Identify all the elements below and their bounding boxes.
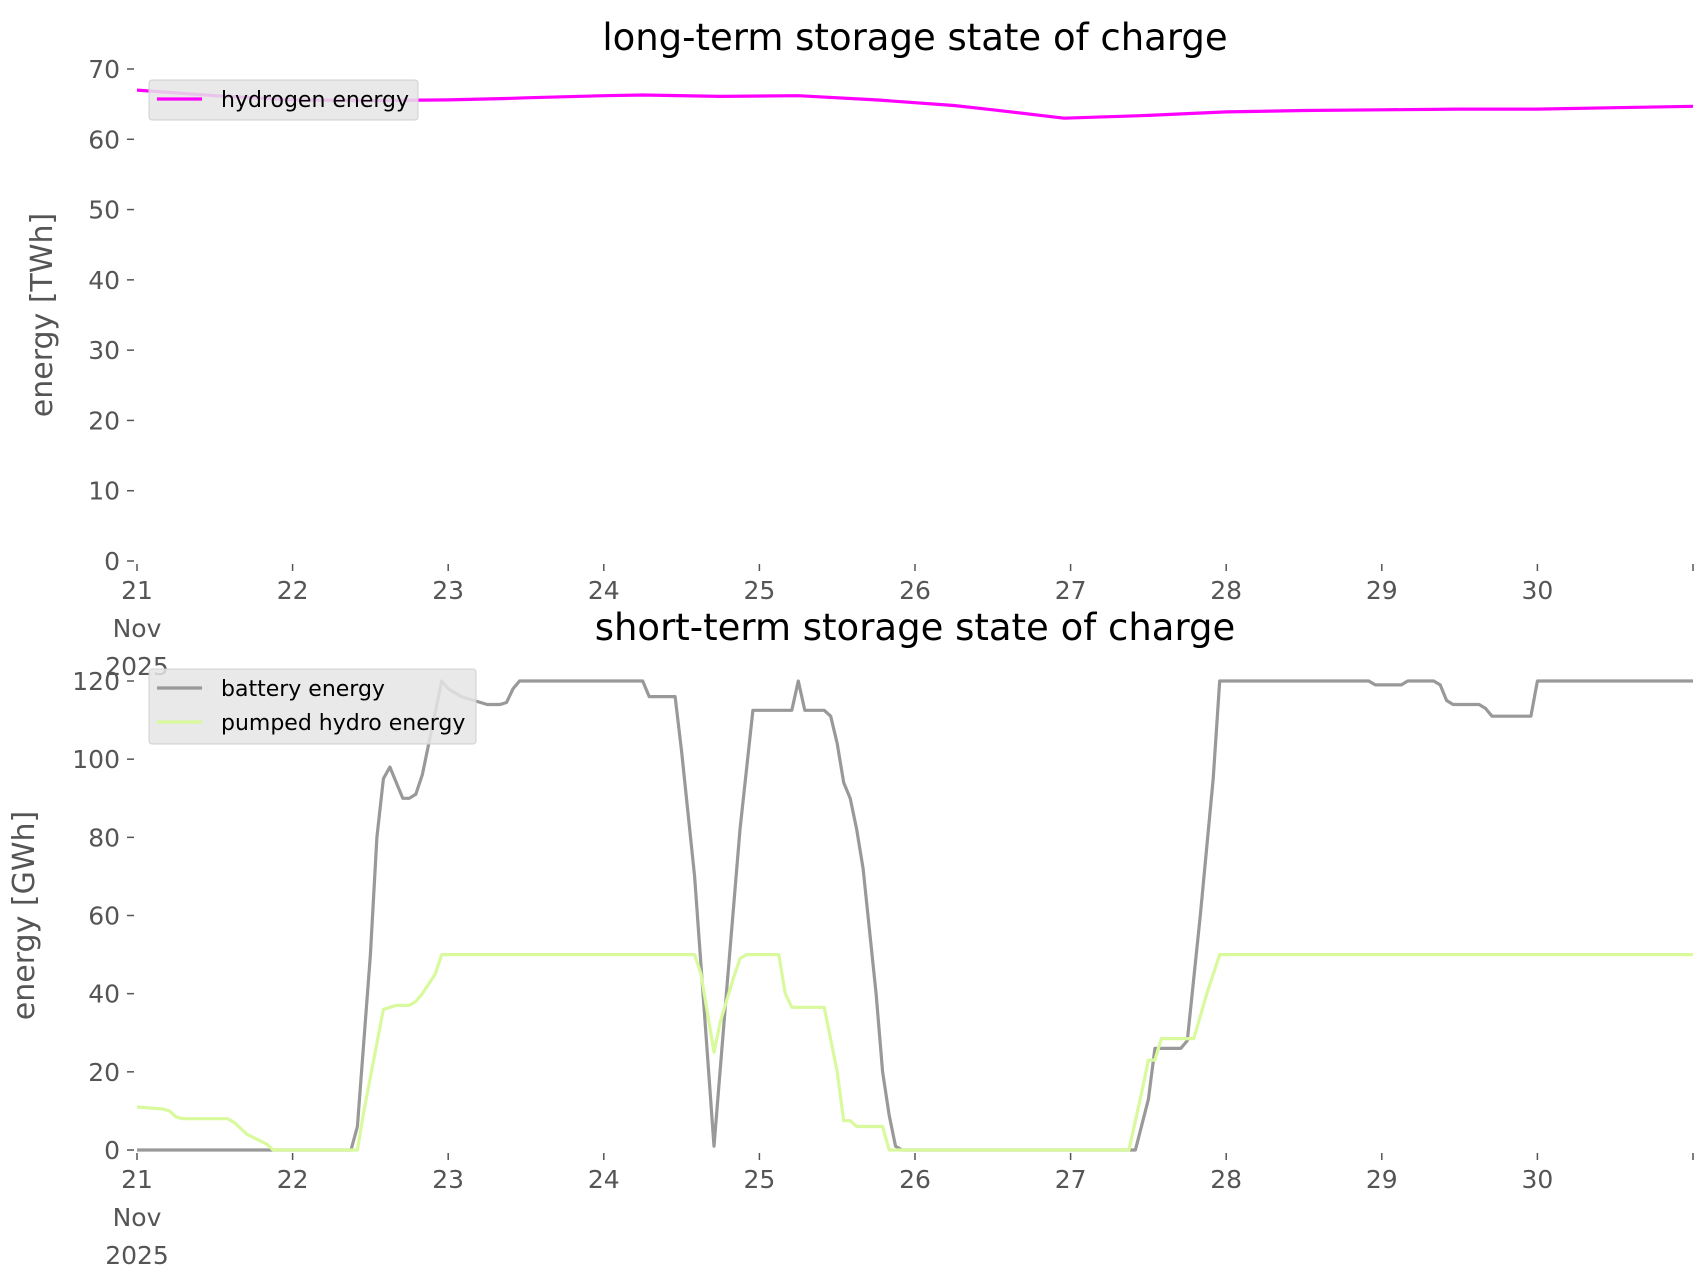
- series-line-0: [137, 679, 1693, 1152]
- x-tick-label: 23: [432, 1165, 464, 1194]
- legend-label: pumped hydro energy: [221, 711, 465, 736]
- x-tick-label: 25: [743, 576, 775, 605]
- series-line-1: [136, 953, 1693, 1152]
- x-tick-label: 29: [1366, 576, 1398, 605]
- y-tick-label: 0: [104, 1136, 120, 1165]
- chart-title: long-term storage state of charge: [602, 16, 1227, 59]
- x-tick-label: 24: [588, 1165, 620, 1194]
- y-tick-label: 60: [88, 902, 120, 931]
- legend: hydrogen energy: [148, 79, 419, 121]
- x-tick-label: 25: [743, 1165, 775, 1194]
- y-tick-label: 40: [88, 980, 120, 1009]
- x-tick-label: 26: [899, 576, 931, 605]
- x-tick-label: 29: [1366, 1165, 1398, 1194]
- y-tick-label: 120: [72, 667, 120, 696]
- chart-title: short-term storage state of charge: [595, 606, 1236, 649]
- x-tick-label: 24: [588, 576, 620, 605]
- x-tick-label: 27: [1055, 1165, 1087, 1194]
- x-tick-label: 27: [1055, 576, 1087, 605]
- y-tick-label: 100: [72, 745, 120, 774]
- short-term-storage-chart: short-term storage state of charge energy…: [7, 606, 1694, 1270]
- legend-box: [148, 79, 419, 121]
- x-tick-label: 23: [432, 576, 464, 605]
- y-axis-label: energy [GWh]: [7, 811, 42, 1020]
- long-term-storage-chart: long-term storage state of charge energy …: [25, 16, 1694, 681]
- y-tick-label: 80: [88, 823, 120, 852]
- x-tick-label: 22: [277, 576, 309, 605]
- y-tick-label: 70: [88, 55, 120, 84]
- x-tick-label: 26: [899, 1165, 931, 1194]
- x-tick-label: 28: [1210, 1165, 1242, 1194]
- x-tick-label: 30: [1521, 576, 1553, 605]
- x-tick-label: 30: [1521, 1165, 1553, 1194]
- y-tick-label: 30: [88, 336, 120, 365]
- x-tick-label: 21 Nov 2025: [105, 576, 169, 681]
- legend: battery energy pumped hydro energy: [148, 668, 477, 745]
- x-tick-label: 21 Nov 2025: [105, 1165, 169, 1270]
- x-tick-label: 22: [277, 1165, 309, 1194]
- y-tick-label: 20: [88, 1058, 120, 1087]
- legend-label: hydrogen energy: [221, 88, 409, 113]
- y-tick-label: 50: [88, 196, 120, 225]
- y-tick-label: 0: [104, 547, 120, 576]
- x-tick-label: 28: [1210, 576, 1242, 605]
- y-tick-label: 10: [88, 477, 120, 506]
- series-line-0: [136, 88, 1694, 120]
- y-axis-label: energy [TWh]: [25, 213, 60, 417]
- legend-label: battery energy: [221, 677, 385, 702]
- y-tick-label: 40: [88, 266, 120, 295]
- y-tick-label: 20: [88, 406, 120, 435]
- y-tick-label: 60: [88, 125, 120, 154]
- legend-box: [148, 668, 477, 745]
